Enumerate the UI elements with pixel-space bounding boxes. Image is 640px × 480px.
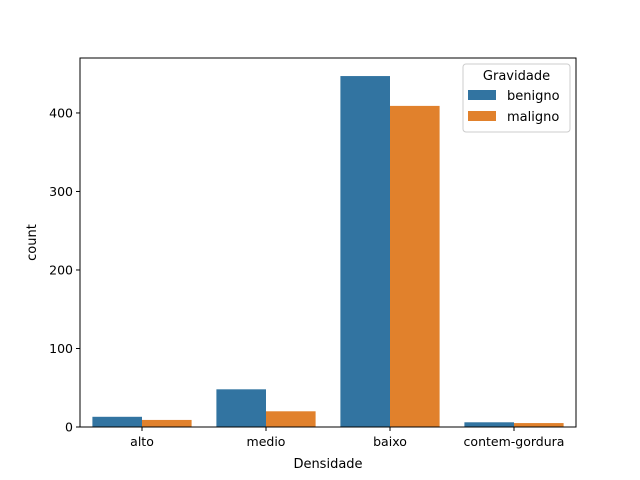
legend-items: benigno maligno [468,89,560,125]
x-axis-label: Densidade [293,457,362,472]
y-axis-label: count [25,224,40,261]
y-tick-label: 300 [49,184,73,199]
legend-label-maligno: maligno [507,110,559,125]
legend-swatch-benigno [468,90,496,100]
plot-frame [79,57,577,428]
legend: Gravidade benigno maligno [462,63,571,133]
bar-maligno-medio [266,411,316,427]
bar-maligno-contem-gordura [514,423,564,427]
y-axis: 0 100 200 300 400 [49,105,80,435]
bar-maligno-alto [142,419,192,427]
bar-benigno-medio [216,389,266,427]
bar-benigno-contem-gordura [464,422,514,427]
y-tick-label: 200 [49,262,73,277]
x-tick-label: contem-gordura [464,434,565,449]
bar-maligno-baixo [390,105,440,428]
y-tick-label: 100 [49,341,73,356]
y-tick-label: 400 [49,105,73,120]
bars-group [92,76,564,428]
y-tick-label: 0 [65,420,73,435]
x-tick-label: alto [130,434,154,449]
x-tick-label: medio [247,434,286,449]
bar-benigno-alto [92,416,142,427]
bar-benigno-baixo [340,76,390,428]
legend-label-benigno: benigno [507,89,560,104]
legend-swatch-maligno [468,111,496,121]
legend-title: Gravidade [483,69,550,84]
x-tick-label: baixo [373,434,407,449]
x-axis: alto medio baixo contem-gordura [130,427,564,449]
